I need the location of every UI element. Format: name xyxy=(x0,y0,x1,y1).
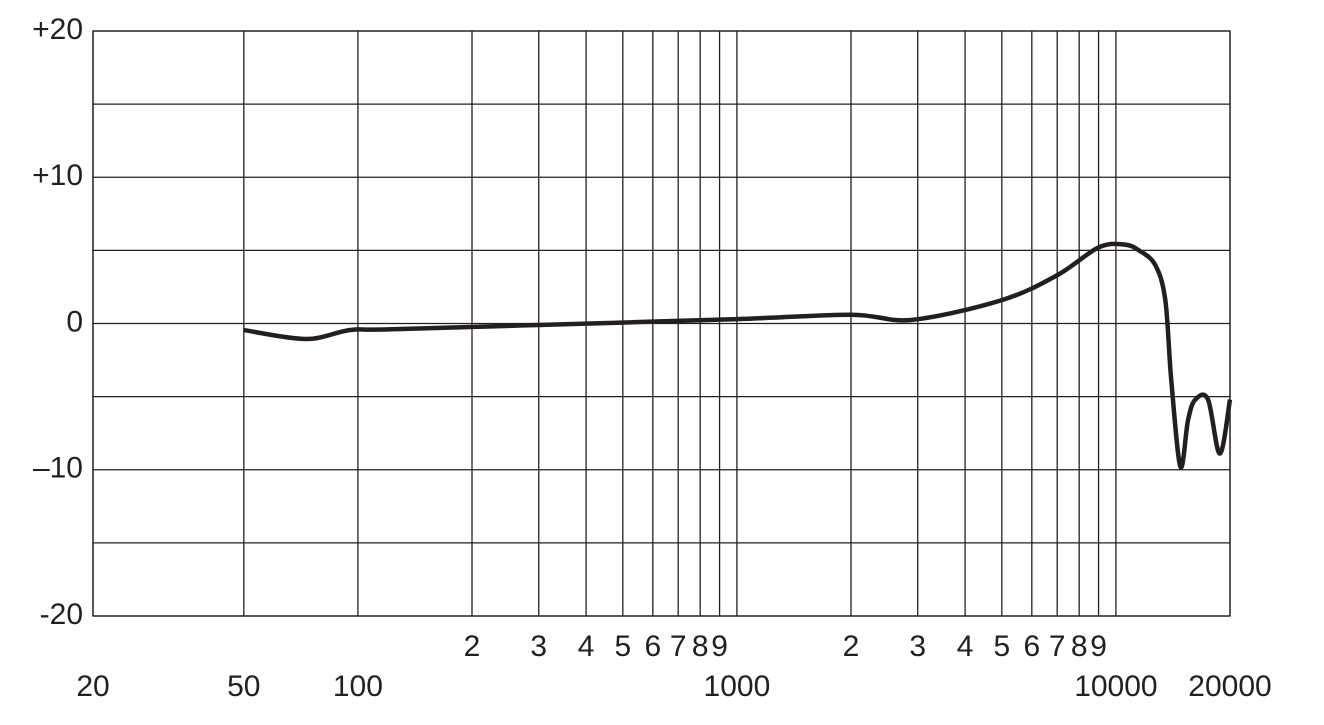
x-minor-tick-label: 8 xyxy=(692,630,709,663)
x-tick-label: 50 xyxy=(227,670,260,703)
x-minor-tick-label: 9 xyxy=(711,630,728,663)
x-minor-tick-label: 5 xyxy=(614,630,631,663)
x-minor-tick-label: 8 xyxy=(1071,630,1088,663)
x-minor-tick-label: 2 xyxy=(464,630,481,663)
response-curve xyxy=(243,241,1233,470)
x-minor-tick-label: 4 xyxy=(578,630,595,663)
x-tick-label: 20 xyxy=(76,670,109,703)
x-tick-label: 10000 xyxy=(1074,670,1157,703)
x-minor-tick-label: 2 xyxy=(843,630,860,663)
x-minor-tick-label: 7 xyxy=(1049,630,1066,663)
y-tick-label: +10 xyxy=(32,159,83,192)
x-minor-tick-label: 6 xyxy=(1023,630,1040,663)
y-tick-label: 0 xyxy=(66,305,83,338)
x-minor-tick-label: 3 xyxy=(530,630,547,663)
y-tick-label: +20 xyxy=(32,13,83,46)
y-tick-label: -20 xyxy=(40,598,83,631)
x-minor-tick-label: 6 xyxy=(644,630,661,663)
x-minor-tick-label: 3 xyxy=(909,630,926,663)
x-minor-tick-label: 7 xyxy=(670,630,687,663)
y-tick-label: –10 xyxy=(33,452,83,485)
x-minor-tick-label: 5 xyxy=(993,630,1010,663)
x-minor-tick-label: 4 xyxy=(957,630,974,663)
x-tick-label: 1000 xyxy=(704,670,771,703)
x-tick-label: 100 xyxy=(333,670,383,703)
x-tick-label: 20000 xyxy=(1188,670,1271,703)
x-minor-tick-label: 9 xyxy=(1090,630,1107,663)
